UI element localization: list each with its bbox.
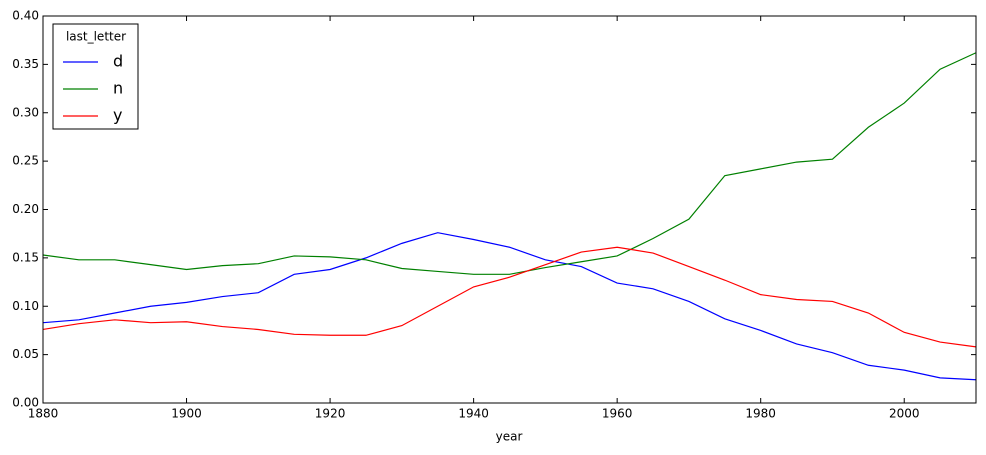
x-tick-label: 1940: [458, 407, 489, 421]
x-tick-label: 1880: [28, 407, 59, 421]
x-tick-label: 1980: [745, 407, 776, 421]
y-tick-label: 0.25: [12, 154, 39, 168]
y-tick-label: 0.15: [12, 250, 39, 264]
x-tick-label: 2000: [889, 407, 920, 421]
line-series: [42, 246, 977, 348]
y-tick-label: 0.40: [12, 9, 39, 23]
x-axis-label: year: [496, 430, 523, 444]
y-tick-label: 0.35: [12, 57, 39, 71]
x-tick-label: 1920: [315, 407, 346, 421]
legend-box: [52, 23, 139, 130]
line-series: [42, 52, 977, 275]
legend-label: d: [113, 52, 123, 71]
x-tick-label: 1900: [171, 407, 202, 421]
y-tick-label: 0.00: [12, 396, 39, 410]
y-tick-label: 0.10: [12, 299, 39, 313]
y-tick-label: 0.20: [12, 202, 39, 216]
y-tick-label: 0.30: [12, 105, 39, 119]
legend-label: y: [113, 106, 122, 125]
x-tick-label: 1960: [602, 407, 633, 421]
y-tick-label: 0.05: [12, 347, 39, 361]
line-series: [42, 232, 977, 381]
plot-frame: [42, 15, 977, 404]
legend-title: last_letter: [66, 30, 126, 44]
legend-label: n: [113, 79, 123, 98]
